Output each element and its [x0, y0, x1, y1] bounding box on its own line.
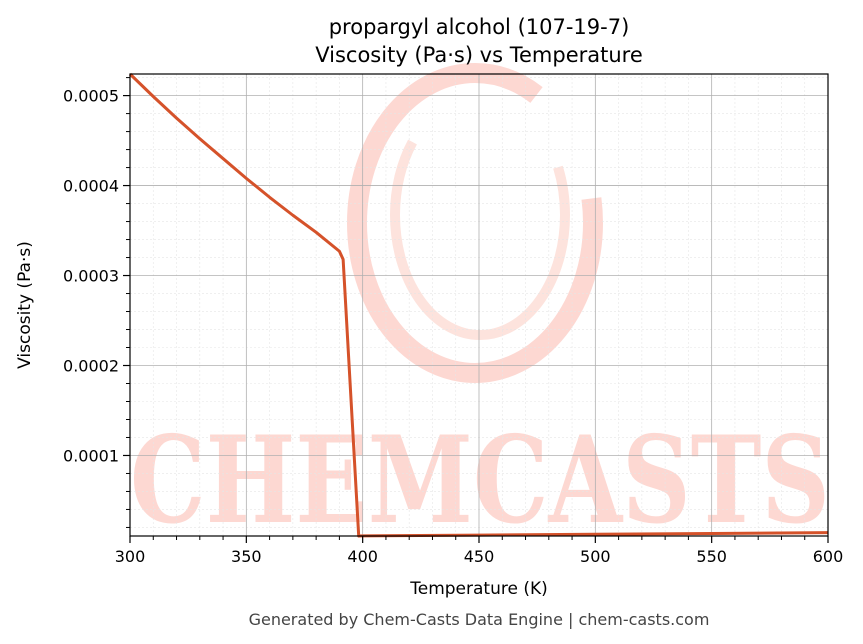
y-tick-label: 0.0003 [63, 267, 119, 286]
y-tick-label: 0.0004 [63, 177, 119, 196]
watermark-ring-inner [390, 90, 570, 340]
x-tick-label: 600 [813, 547, 844, 566]
y-tick-label: 0.0002 [63, 357, 119, 376]
x-tick-label: 500 [580, 547, 611, 566]
y-tick-label: 0.0005 [63, 87, 119, 106]
watermark-ring-outer [347, 63, 603, 383]
x-axis-label: Temperature (K) [409, 579, 548, 599]
watermark-text: CHEMCASTS [130, 410, 830, 551]
y-axis-label: Viscosity (Pa·s) [15, 241, 35, 369]
x-tick-label: 550 [696, 547, 727, 566]
x-tick-label: 350 [231, 547, 262, 566]
footer-credit: Generated by Chem-Casts Data Engine | ch… [249, 610, 710, 629]
axis-ticks: 300 350 400 450 500 550 600 0.0001 0.0002 0.0003 0… [63, 77, 844, 566]
chemcasts-watermark: CHEMCASTS [130, 63, 830, 551]
viscosity-series-line [128, 72, 829, 538]
y-tick-label: 0.0001 [63, 446, 119, 465]
chart-subtitle: Viscosity (Pa·s) vs Temperature [315, 43, 643, 67]
series-layer [128, 72, 829, 538]
x-tick-label: 450 [464, 547, 495, 566]
x-tick-label: 400 [347, 547, 378, 566]
x-tick-label: 300 [115, 547, 146, 566]
chart-title: propargyl alcohol (107-19-7) [329, 15, 630, 39]
